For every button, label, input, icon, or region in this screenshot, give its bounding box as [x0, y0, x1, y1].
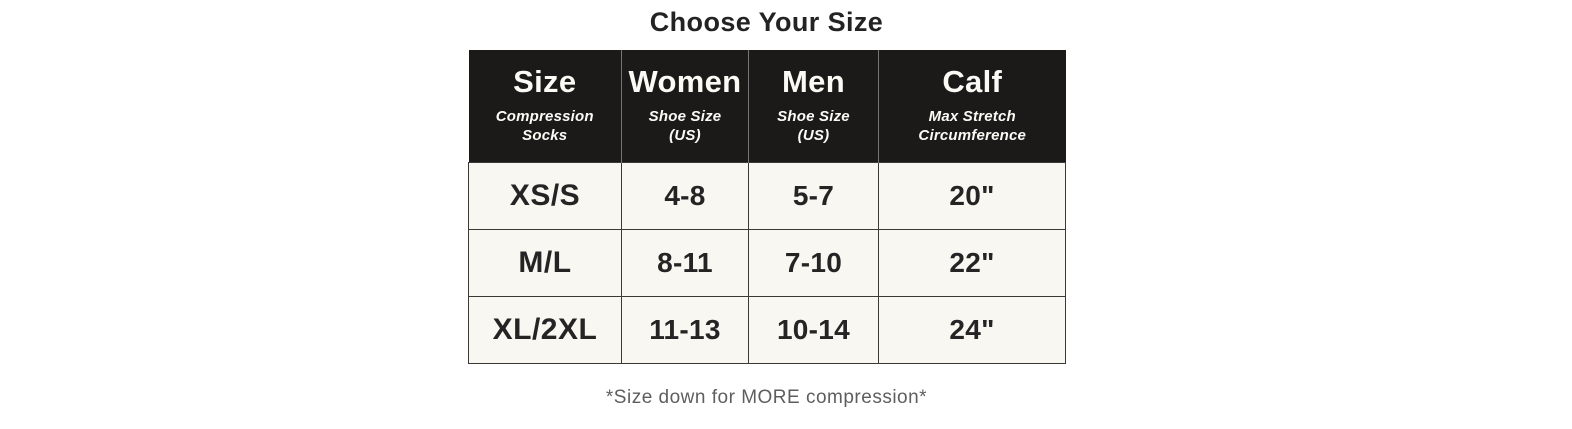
header-cell-women: Women Shoe Size (US) [621, 50, 749, 162]
header-label-calf: Calf [942, 64, 1003, 100]
header-label-women: Women [628, 64, 742, 100]
header-cell-calf: Calf Max Stretch Circumference [878, 50, 1066, 162]
table-row: M/L 8-11 7-10 22" [468, 228, 1066, 297]
size-table: Size Compression Socks Women Shoe Size (… [468, 50, 1066, 364]
cell-size-m-l: M/L [468, 228, 622, 297]
cell-calf-xs-s: 20" [878, 161, 1066, 230]
cell-size-xs-s: XS/S [468, 161, 622, 230]
header-sub-men: Shoe Size (US) [777, 107, 850, 145]
cell-size-xl-2xl: XL/2XL [468, 295, 622, 364]
sizing-footnote: *Size down for MORE compression* [605, 387, 928, 408]
cell-men-m-l: 7-10 [748, 228, 879, 297]
table-row: XS/S 4-8 5-7 20" [468, 161, 1066, 230]
cell-women-xs-s: 4-8 [621, 161, 749, 230]
size-chart-table: Size Compression Socks Women Shoe Size (… [468, 50, 1066, 364]
header-cell-size: Size Compression Socks [468, 50, 622, 162]
page-title: Choose Your Size [649, 7, 884, 37]
cell-men-xl-2xl: 10-14 [748, 295, 879, 364]
table-body: XS/S 4-8 5-7 20" M/L 8-11 7-10 22" XL/2X… [468, 161, 1066, 364]
header-label-size: Size [513, 64, 577, 100]
cell-calf-xl-2xl: 24" [878, 295, 1066, 364]
cell-women-m-l: 8-11 [621, 228, 749, 297]
header-cell-men: Men Shoe Size (US) [748, 50, 879, 162]
cell-women-xl-2xl: 11-13 [621, 295, 749, 364]
header-sub-size: Compression Socks [495, 107, 594, 145]
header-sub-calf: Max Stretch Circumference [918, 107, 1027, 145]
header-label-men: Men [782, 64, 845, 100]
table-row: XL/2XL 11-13 10-14 24" [468, 295, 1066, 364]
header-row: Size Compression Socks Women Shoe Size (… [468, 50, 1066, 162]
header-sub-women: Shoe Size (US) [648, 107, 722, 145]
cell-men-xs-s: 5-7 [748, 161, 879, 230]
cell-calf-m-l: 22" [878, 228, 1066, 297]
table-header: Size Compression Socks Women Shoe Size (… [468, 50, 1066, 162]
